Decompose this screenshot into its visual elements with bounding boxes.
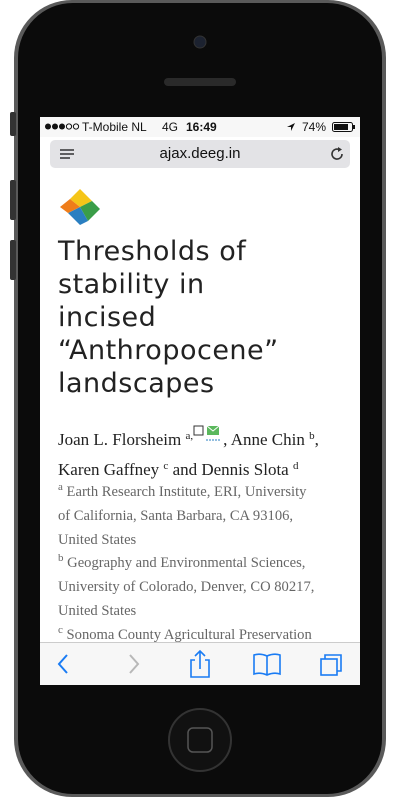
punctuation: , (314, 430, 319, 449)
affiliation-line: c Sonoma County Agricultural Preservatio… (58, 624, 314, 648)
forward-button[interactable] (129, 654, 140, 674)
author-sup: b (309, 430, 315, 442)
journal-logo (60, 189, 100, 225)
affiliation-text: Earth Research Institute, ERI, Universit… (66, 484, 307, 500)
side-button (10, 240, 16, 280)
affiliation-label: b (58, 552, 64, 565)
speaker (164, 78, 236, 86)
status-bar: T-Mobile NL 4G 16:49 74% (40, 117, 360, 137)
affiliation-line: b Geography and Environmental Sciences, (58, 552, 314, 576)
author-sup: a, (185, 430, 194, 442)
author[interactable]: and Dennis Slota (172, 460, 289, 479)
browser-toolbar (40, 642, 360, 685)
affiliation-text: of California, Santa Barbara, CA 93106, (58, 507, 294, 524)
back-button[interactable] (57, 654, 68, 674)
affiliations: a Earth Research Institute, ERI, Univers… (58, 481, 314, 648)
title-line: incised (58, 302, 157, 333)
share-button[interactable] (190, 649, 210, 678)
tabs-button[interactable] (320, 654, 342, 676)
author-list: Joan L. Florsheim a, , Anne Chin b, Karen… (58, 425, 319, 485)
affiliation-line: of California, Santa Barbara, CA 93106, (58, 505, 314, 529)
affiliation-text: United States (58, 531, 137, 548)
author[interactable]: Joan L. Florsheim (58, 430, 182, 449)
signal-icon (45, 123, 80, 130)
title-line: landscapes (58, 368, 215, 399)
affiliation-text: Geography and Environmental Sciences, (67, 555, 306, 572)
battery-icon (332, 122, 355, 132)
bookmarks-button[interactable] (253, 653, 281, 676)
affiliation-line: United States (58, 529, 314, 553)
author-icons[interactable] (193, 425, 223, 441)
screen: T-Mobile NL 4G 16:49 74% ajax.deeg.in Th… (40, 117, 360, 685)
camera (193, 35, 207, 49)
affiliation-line: a Earth Research Institute, ERI, Univers… (58, 481, 314, 505)
home-button[interactable] (168, 708, 232, 772)
side-button (10, 112, 16, 136)
side-button (10, 180, 16, 220)
url-text: ajax.deeg.in (159, 145, 241, 162)
title-line: Thresholds of (58, 236, 247, 267)
affiliation-text: United States (58, 602, 137, 619)
reader-icon[interactable] (60, 149, 74, 160)
affiliation-label: c (58, 623, 63, 636)
author[interactable]: , Anne Chin (223, 430, 305, 449)
toolbar-icons (57, 649, 342, 678)
author[interactable]: Karen Gaffney (58, 460, 160, 479)
title-line: “Anthropocene” (58, 335, 279, 366)
author-sup: c (163, 460, 169, 472)
affiliation-line: University of Colorado, Denver, CO 80217… (58, 576, 314, 600)
affiliation-text: Sonoma County Agricultural Preservation (66, 626, 312, 643)
author-sup: d (292, 460, 299, 472)
affiliation-text: University of Colorado, Denver, CO 80217… (58, 579, 315, 596)
network: 4G (162, 120, 179, 134)
carrier: T-Mobile NL (82, 120, 147, 134)
home-icon (187, 727, 213, 753)
author-line: Karen Gaffney c and Dennis Slota d (58, 455, 319, 485)
location-icon (287, 123, 295, 131)
affiliation-line: United States (58, 600, 314, 624)
battery-percent: 74% (302, 120, 327, 134)
url-bar[interactable]: ajax.deeg.in (50, 140, 350, 168)
author-line: Joan L. Florsheim a, , Anne Chin b, (58, 425, 319, 455)
title-line: stability in (58, 269, 205, 300)
affiliation-label: a (58, 481, 63, 493)
clock: 16:49 (186, 120, 217, 134)
reload-icon[interactable] (329, 146, 345, 162)
article-title: Thresholds of stability in incised “Anthrop… (58, 235, 279, 400)
